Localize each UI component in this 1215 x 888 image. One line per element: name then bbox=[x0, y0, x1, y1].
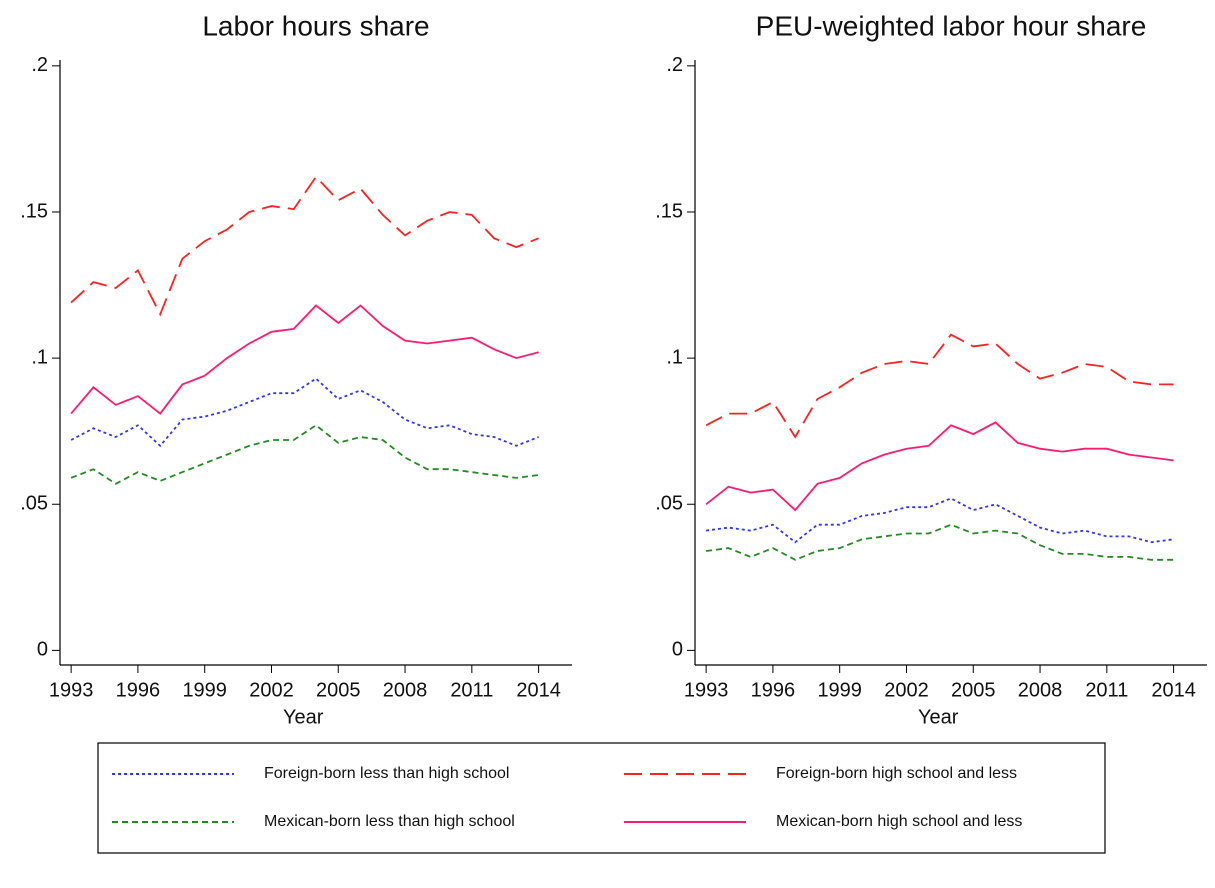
x-tick-label: 1996 bbox=[116, 679, 161, 701]
x-axis-label: Year bbox=[918, 706, 959, 728]
series-line bbox=[70, 175, 539, 317]
x-tick-label: 2002 bbox=[884, 679, 929, 701]
y-tick-label: .15 bbox=[655, 200, 683, 222]
series-line bbox=[70, 377, 539, 448]
y-tick-label: 0 bbox=[672, 639, 683, 661]
legend-label: Foreign-born high school and less bbox=[776, 765, 1017, 782]
x-tick-label: 1996 bbox=[751, 679, 796, 701]
y-tick-label: .2 bbox=[666, 54, 683, 76]
legend-label: Mexican-born high school and less bbox=[776, 813, 1022, 830]
series-line bbox=[705, 421, 1174, 512]
x-tick-label: 2011 bbox=[1085, 679, 1128, 701]
y-tick-label: .1 bbox=[666, 346, 683, 368]
series-line bbox=[70, 424, 539, 485]
y-tick-label: .1 bbox=[31, 346, 48, 368]
series-line bbox=[705, 523, 1174, 561]
y-tick-label: .15 bbox=[20, 200, 48, 222]
legend-label: Mexican-born less than high school bbox=[264, 813, 515, 830]
x-tick-label: 1993 bbox=[684, 679, 729, 701]
x-tick-label: 2014 bbox=[1151, 679, 1196, 701]
series-line bbox=[70, 304, 539, 415]
x-tick-label: 1999 bbox=[817, 679, 862, 701]
x-tick-label: 2008 bbox=[383, 679, 428, 701]
legend-box bbox=[97, 742, 1106, 854]
x-tick-label: 1993 bbox=[49, 679, 94, 701]
x-tick-label: 2005 bbox=[316, 679, 361, 701]
y-tick-label: .2 bbox=[31, 54, 48, 76]
x-tick-label: 2011 bbox=[450, 679, 493, 701]
y-tick-label: 0 bbox=[37, 639, 48, 661]
x-tick-label: 2014 bbox=[516, 679, 561, 701]
chart-title: Labor hours share bbox=[202, 10, 429, 41]
series-line bbox=[705, 497, 1174, 544]
x-tick-label: 2008 bbox=[1018, 679, 1063, 701]
x-tick-label: 2005 bbox=[951, 679, 996, 701]
x-tick-label: 2002 bbox=[249, 679, 294, 701]
y-tick-label: .05 bbox=[20, 493, 48, 515]
x-tick-label: 1999 bbox=[182, 679, 227, 701]
legend-label: Foreign-born less than high school bbox=[264, 765, 509, 782]
chart-title: PEU-weighted labor hour share bbox=[756, 10, 1147, 41]
y-tick-label: .05 bbox=[655, 493, 683, 515]
series-line bbox=[705, 333, 1174, 439]
x-axis-label: Year bbox=[283, 706, 324, 728]
